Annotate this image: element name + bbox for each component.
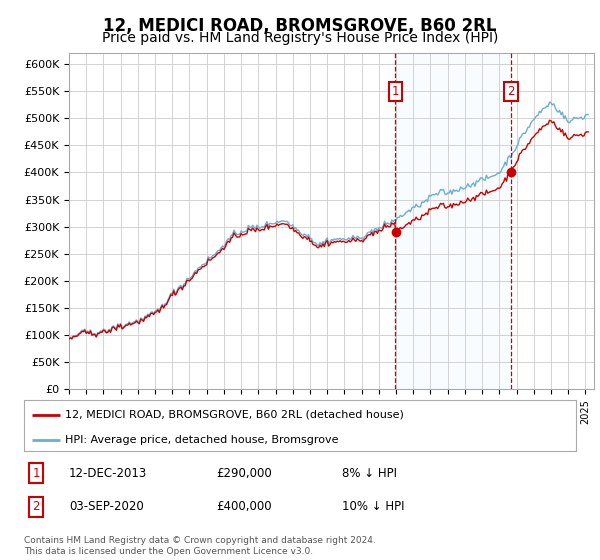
- Text: 1: 1: [392, 85, 399, 99]
- Text: 10% ↓ HPI: 10% ↓ HPI: [342, 500, 404, 514]
- Text: £290,000: £290,000: [216, 466, 272, 480]
- Text: 1: 1: [32, 466, 40, 480]
- Text: 8% ↓ HPI: 8% ↓ HPI: [342, 466, 397, 480]
- Text: 12, MEDICI ROAD, BROMSGROVE, B60 2RL: 12, MEDICI ROAD, BROMSGROVE, B60 2RL: [103, 17, 497, 35]
- Text: This data is licensed under the Open Government Licence v3.0.: This data is licensed under the Open Gov…: [24, 547, 313, 556]
- Text: 03-SEP-2020: 03-SEP-2020: [69, 500, 144, 514]
- Text: Price paid vs. HM Land Registry's House Price Index (HPI): Price paid vs. HM Land Registry's House …: [102, 31, 498, 45]
- Text: 12-DEC-2013: 12-DEC-2013: [69, 466, 147, 480]
- Text: 2: 2: [32, 500, 40, 514]
- Bar: [395, 53, 511, 389]
- Text: 2: 2: [507, 85, 515, 99]
- Text: Contains HM Land Registry data © Crown copyright and database right 2024.: Contains HM Land Registry data © Crown c…: [24, 536, 376, 545]
- Text: £400,000: £400,000: [216, 500, 272, 514]
- Text: 12, MEDICI ROAD, BROMSGROVE, B60 2RL (detached house): 12, MEDICI ROAD, BROMSGROVE, B60 2RL (de…: [65, 409, 404, 419]
- Text: HPI: Average price, detached house, Bromsgrove: HPI: Average price, detached house, Brom…: [65, 435, 339, 445]
